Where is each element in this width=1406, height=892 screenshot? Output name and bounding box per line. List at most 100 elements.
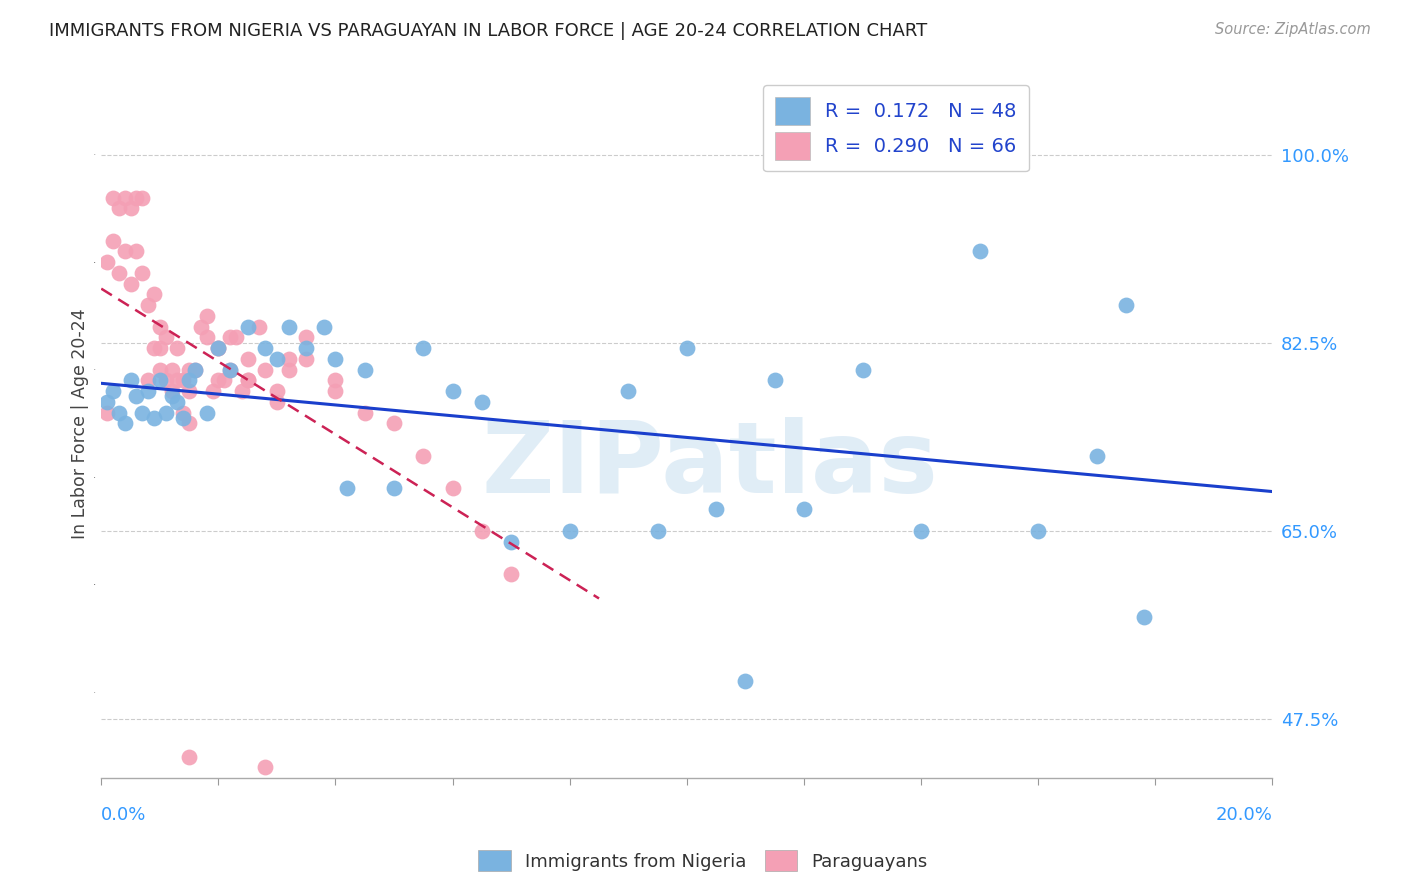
Point (114, 190, 136, 204)
Point (131, 405, 153, 419)
Point (149, 341, 172, 355)
Point (155, 373, 177, 387)
Point (160, 362, 183, 376)
Point (277, 319, 299, 334)
Point (704, 502, 727, 516)
Point (172, 405, 194, 419)
Point (114, 244, 136, 259)
Point (412, 341, 434, 355)
Point (382, 481, 405, 495)
Point (325, 351, 347, 366)
Point (184, 362, 207, 376)
Point (969, 244, 991, 259)
Point (120, 201, 142, 215)
Point (101, 384, 124, 398)
Point (201, 384, 224, 398)
Point (155, 405, 177, 419)
Point (125, 190, 148, 204)
Point (212, 373, 235, 387)
Point (172, 410, 194, 425)
Text: 0.0%: 0.0% (101, 806, 146, 824)
Point (254, 760, 277, 774)
Text: IMMIGRANTS FROM NIGERIA VS PARAGUAYAN IN LABOR FORCE | AGE 20-24 CORRELATION CHA: IMMIGRANTS FROM NIGERIA VS PARAGUAYAN IN… (49, 22, 928, 40)
Point (96, 255, 118, 269)
Point (136, 298, 159, 312)
Point (195, 330, 218, 344)
Point (617, 384, 640, 398)
Legend: Immigrants from Nigeria, Paraguayans: Immigrants from Nigeria, Paraguayans (471, 843, 935, 879)
Point (266, 394, 288, 409)
Point (412, 449, 434, 463)
Point (120, 373, 142, 387)
Point (647, 524, 669, 538)
Point (207, 341, 229, 355)
Point (108, 405, 131, 419)
Point (266, 384, 288, 398)
Point (177, 373, 200, 387)
Point (266, 351, 288, 366)
Point (277, 362, 299, 376)
Point (142, 287, 165, 301)
Point (96, 405, 118, 419)
Point (149, 319, 172, 334)
Point (247, 319, 270, 334)
Point (136, 384, 159, 398)
Point (190, 319, 212, 334)
Point (166, 341, 188, 355)
Point (195, 309, 218, 323)
Point (219, 330, 242, 344)
Point (184, 362, 207, 376)
Point (793, 502, 815, 516)
Point (325, 373, 347, 387)
Point (108, 201, 131, 215)
Point (325, 384, 347, 398)
Point (125, 389, 148, 403)
Point (277, 351, 299, 366)
Point (254, 341, 277, 355)
Text: ZIPatlas: ZIPatlas (482, 417, 939, 515)
Point (231, 384, 253, 398)
Text: 20.0%: 20.0% (1216, 806, 1272, 824)
Point (501, 566, 523, 581)
Point (101, 190, 124, 204)
Point (155, 330, 177, 344)
Point (207, 373, 229, 387)
Point (353, 405, 375, 419)
Point (312, 319, 335, 334)
Point (763, 373, 786, 387)
Point (131, 266, 153, 280)
Text: Source: ZipAtlas.com: Source: ZipAtlas.com (1215, 22, 1371, 37)
Point (142, 410, 165, 425)
Point (195, 405, 218, 419)
Point (177, 417, 200, 431)
Point (471, 524, 494, 538)
Point (177, 384, 200, 398)
Point (910, 524, 932, 538)
Point (1085, 449, 1108, 463)
Point (149, 362, 172, 376)
Point (114, 417, 136, 431)
Point (336, 481, 359, 495)
Point (471, 394, 494, 409)
Point (353, 362, 375, 376)
Point (295, 341, 318, 355)
Point (136, 373, 159, 387)
Point (207, 341, 229, 355)
Point (236, 351, 259, 366)
Point (142, 341, 165, 355)
Point (101, 234, 124, 248)
Point (172, 373, 194, 387)
Point (219, 362, 242, 376)
Point (734, 674, 756, 689)
Point (96, 394, 118, 409)
Point (131, 190, 153, 204)
Y-axis label: In Labor Force | Age 20-24: In Labor Force | Age 20-24 (72, 308, 89, 539)
Point (441, 384, 464, 398)
Point (382, 417, 405, 431)
Point (177, 749, 200, 764)
Point (125, 244, 148, 259)
Point (295, 330, 318, 344)
Point (441, 481, 464, 495)
Point (166, 373, 188, 387)
Point (1132, 609, 1154, 624)
